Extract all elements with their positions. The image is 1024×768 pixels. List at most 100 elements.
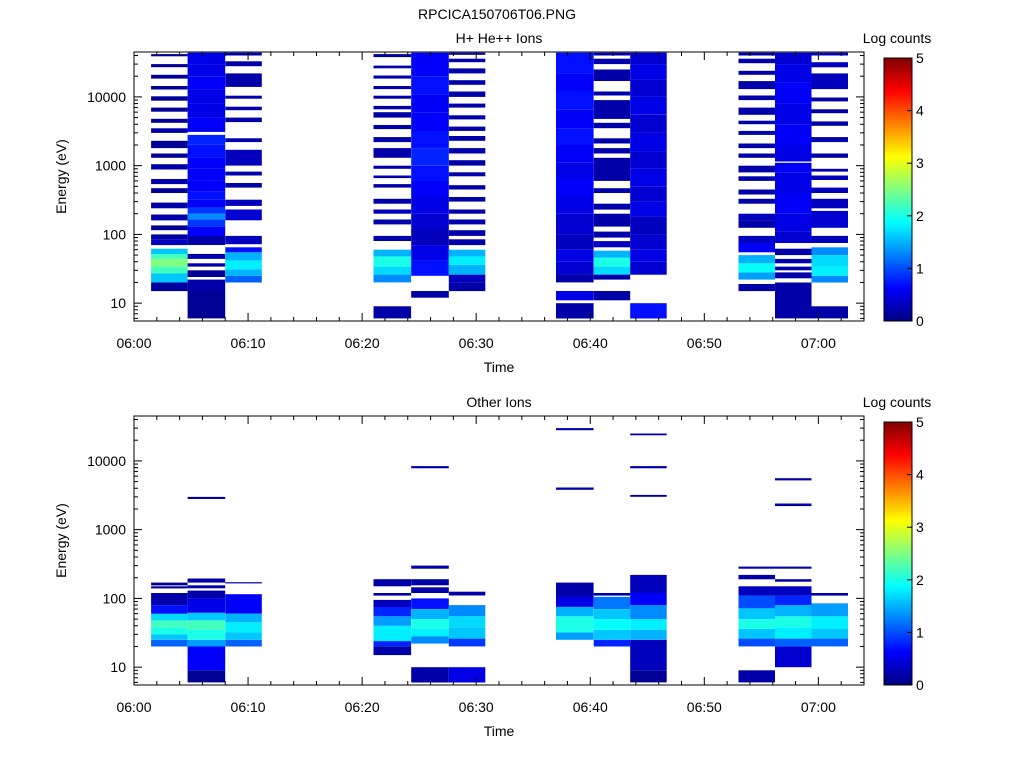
heatmap-cell — [630, 303, 667, 319]
heatmap-cell — [593, 266, 631, 275]
heatmap-cell — [811, 603, 848, 617]
x-tick-label: 06:50 — [687, 699, 722, 715]
heatmap-cell — [448, 282, 486, 292]
heatmap-cell — [593, 52, 631, 56]
heatmap-cell — [448, 136, 486, 141]
heatmap-cell — [448, 58, 486, 63]
heatmap-cell — [151, 153, 188, 158]
heatmap-cell — [448, 197, 486, 202]
heatmap-cell — [373, 95, 412, 99]
heatmap-cell — [187, 270, 226, 277]
x-tick-label: 06:00 — [116, 335, 151, 351]
x-tick-label: 06:10 — [231, 335, 266, 351]
heatmap-cell — [187, 263, 226, 267]
heatmap-cell — [151, 634, 188, 640]
heatmap-cell — [411, 180, 449, 197]
heatmap-cell — [225, 269, 262, 276]
heatmap-cell — [448, 264, 486, 275]
heatmap-cell — [775, 638, 812, 647]
heatmap-cell — [630, 249, 667, 262]
heatmap-cell — [187, 103, 226, 118]
heatmap-cell — [811, 97, 848, 102]
heatmap-cell — [411, 94, 449, 113]
heatmap-cell — [593, 58, 631, 65]
heatmap-cell — [556, 428, 594, 431]
heatmap-cell — [187, 578, 226, 583]
heatmap-cell — [187, 207, 226, 214]
heatmap-cell — [373, 607, 412, 617]
heatmap-cell — [738, 130, 775, 135]
heatmap-cell — [225, 639, 262, 647]
heatmap-cell — [811, 175, 848, 180]
heatmap-cell — [411, 579, 449, 586]
heatmap-cell — [738, 120, 775, 125]
heatmap-cell — [738, 638, 775, 647]
heatmap-cell — [630, 639, 667, 671]
colorbar-tick-label: 5 — [916, 50, 924, 66]
heatmap-cell — [411, 598, 449, 609]
heatmap-cell — [411, 52, 449, 77]
heatmap-cell — [593, 231, 631, 238]
heatmap-cell — [556, 607, 594, 617]
heatmap-cell — [225, 622, 262, 633]
heatmap-cell — [187, 291, 226, 319]
heatmap-cell — [556, 128, 594, 145]
heatmap-cell — [775, 145, 812, 162]
heatmap-cell — [593, 596, 631, 609]
heatmap-cell — [373, 112, 412, 118]
heatmap-cell — [151, 239, 188, 246]
x-tick-label: 06:30 — [459, 699, 494, 715]
heatmap-cell — [630, 168, 667, 187]
heatmap-cell — [811, 275, 848, 283]
y-tick-label: 10 — [110, 295, 126, 311]
heatmap-cell — [593, 257, 631, 267]
heatmap-cell — [811, 153, 848, 158]
heatmap-cell — [556, 632, 594, 640]
heatmap-cell — [775, 627, 812, 639]
heatmap-cell — [556, 261, 594, 275]
heatmap-cell — [630, 151, 667, 169]
heatmap-cell — [187, 235, 226, 245]
x-tick-label: 06:20 — [345, 335, 380, 351]
heatmap-cell — [448, 160, 486, 166]
heatmap-cell — [411, 636, 449, 644]
heatmap-cell — [775, 258, 812, 264]
heatmap-cell — [373, 184, 412, 188]
heatmap-cell — [151, 107, 188, 112]
heatmap-cell — [630, 494, 667, 497]
heatmap-cell — [448, 667, 486, 683]
x-tick-label: 06:30 — [459, 335, 494, 351]
panel-title: H+ He++ Ions — [456, 30, 543, 46]
x-tick-label: 06:40 — [573, 335, 608, 351]
heatmap-cell — [811, 266, 848, 276]
heatmap-cell — [630, 629, 667, 640]
heatmap-cell — [225, 106, 262, 111]
heatmap-cell — [775, 213, 812, 232]
y-axis-label: Energy (eV) — [53, 503, 69, 578]
heatmap-cell — [411, 587, 449, 593]
heatmap-cell — [187, 226, 226, 236]
heatmap-cell — [225, 183, 262, 188]
heatmap-cell — [738, 255, 775, 264]
heatmap-cell — [373, 198, 412, 204]
heatmap-cell — [151, 234, 188, 240]
heatmap-cell — [448, 185, 486, 190]
x-tick-label: 06:40 — [573, 699, 608, 715]
heatmap-cell — [811, 52, 848, 56]
heatmap-cell — [738, 70, 775, 75]
heatmap-cell — [373, 65, 412, 69]
x-tick-label: 07:00 — [801, 699, 836, 715]
heatmap-cell — [593, 203, 631, 210]
heatmap-cell — [151, 164, 188, 170]
heatmap-cell — [448, 219, 486, 225]
heatmap-cell — [373, 599, 412, 607]
heatmap-cell — [225, 149, 262, 166]
heatmap-cell — [556, 73, 594, 92]
heatmap-cell — [225, 247, 262, 253]
heatmap-cell — [448, 91, 486, 97]
heatmap-cell — [448, 115, 486, 120]
heatmap-cell — [630, 670, 667, 683]
heatmap-cell — [151, 258, 188, 267]
heatmap-cell — [593, 188, 631, 193]
